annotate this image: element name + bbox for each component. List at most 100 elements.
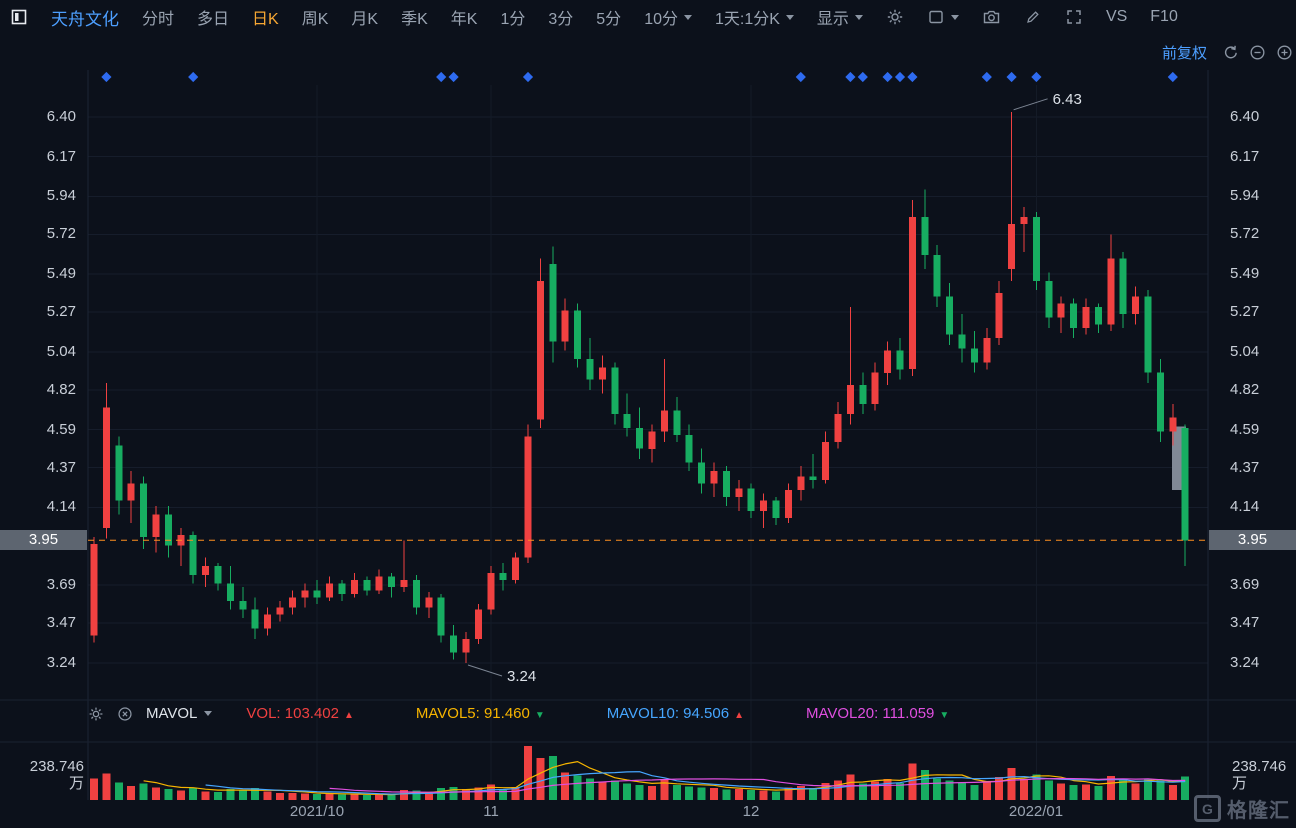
price-axis-label: 4.59	[1230, 421, 1260, 438]
price-axis-label: 5.04	[46, 343, 76, 360]
chevron-down-icon[interactable]	[204, 711, 213, 716]
time-axis: 2021/10 11 12 2022/01	[0, 803, 1296, 823]
indicator-close-icon[interactable]	[117, 706, 133, 722]
price-axis-label: 4.14	[46, 498, 76, 515]
stock-name[interactable]: 天舟文化	[51, 9, 119, 29]
toolbar-item-display-menu[interactable]: 显示	[817, 5, 863, 29]
time-axis-label: 12	[742, 803, 760, 820]
indicator-panel: MAVOL VOL: 103.402 ▲ MAVOL5: 91.460 ▼ MAVOL1…	[88, 705, 949, 722]
event-marker-icon[interactable]	[894, 71, 906, 83]
indicator-name[interactable]: MAVOL	[146, 705, 198, 722]
toolbar-item-minute[interactable]: 分时	[142, 11, 175, 28]
volume-axis-right: 238.746 万	[1232, 758, 1286, 792]
event-marker-icon[interactable]	[845, 71, 856, 83]
event-marker-icon[interactable]	[795, 71, 806, 83]
event-marker-icon[interactable]	[436, 71, 447, 83]
volume-max-label: 238.746	[1232, 758, 1287, 775]
price-axis-label: 3.47	[46, 614, 76, 631]
toolbar-item-daily-k[interactable]: 日K	[252, 11, 279, 28]
last-price-tag: 3.95	[0, 530, 87, 550]
gelonghui-logo-icon: G	[1194, 795, 1221, 822]
price-axis-label: 4.37	[1230, 459, 1260, 476]
gelonghui-watermark: G 格隆汇	[1194, 794, 1290, 823]
mavol10-line	[205, 771, 1186, 795]
toolbar-item-interval-combo[interactable]: 1天:1分K	[715, 5, 794, 29]
indicator-vol: VOL: 103.402 ▲	[246, 705, 354, 722]
price-axis-label: 3.24	[46, 654, 76, 671]
volume-axis-left: 238.746 万	[0, 758, 84, 792]
event-marker-icon[interactable]	[188, 71, 199, 83]
event-marker-icon[interactable]	[1031, 71, 1042, 83]
price-axis-label: 4.82	[1230, 381, 1260, 398]
arrow-up-icon: ▲	[734, 710, 744, 721]
settings-gear-icon[interactable]	[886, 8, 904, 26]
price-axis-label: 4.59	[46, 421, 76, 438]
toolbar-item-monthly-k[interactable]: 月K	[351, 11, 379, 28]
time-axis-label: 2021/10	[289, 803, 345, 820]
event-marker-icon[interactable]	[857, 71, 868, 83]
price-axis-label: 5.94	[46, 187, 76, 204]
arrow-down-icon: ▼	[939, 710, 950, 721]
price-axis-label: 3.69	[1230, 576, 1260, 593]
high-annotation: 6.43	[1053, 91, 1082, 108]
zoom-out-icon[interactable]	[1249, 44, 1266, 61]
low-annotation: 3.24	[507, 668, 536, 685]
mavol5-line	[143, 760, 1186, 796]
event-marker-icon[interactable]	[448, 71, 459, 83]
last-price-tag: 3.95	[1209, 530, 1296, 550]
price-axis-label: 5.04	[1230, 343, 1260, 360]
price-axis-label: 6.40	[1230, 108, 1260, 125]
mavol20-line	[329, 777, 1186, 793]
top-toolbar: 天舟文化 分时 多日 日K 周K 月K 季K 年K 1分 3分 5分 10分 1天:1分K 显示 VS …	[0, 0, 1296, 34]
camera-icon[interactable]	[982, 8, 1001, 26]
chevron-down-icon	[785, 14, 794, 20]
layout-icon[interactable]	[927, 8, 959, 26]
toolbar-item-10min[interactable]: 10分	[644, 5, 692, 29]
indicator-mavol5: MAVOL5: 91.460 ▼	[415, 705, 545, 722]
price-axis-label: 4.14	[1230, 498, 1260, 515]
app-logo-icon[interactable]	[10, 8, 28, 26]
indicator-mavol20: MAVOL20: 111.059 ▼	[805, 705, 950, 722]
event-marker-icon[interactable]	[981, 71, 992, 83]
price-axis-label: 5.49	[46, 265, 76, 282]
undo-icon[interactable]	[1222, 44, 1239, 61]
fullscreen-icon[interactable]	[1065, 8, 1083, 26]
vs-button[interactable]: VS	[1105, 8, 1128, 25]
event-marker-icon[interactable]	[522, 71, 534, 83]
price-axis-label: 4.37	[46, 459, 76, 476]
toolbar-item-weekly-k[interactable]: 周K	[301, 11, 329, 28]
adjust-mode-button[interactable]: 前复权	[1161, 45, 1207, 62]
time-axis-label: 11	[483, 803, 499, 820]
price-axis-label: 5.72	[46, 225, 76, 242]
arrow-up-icon: ▲	[343, 710, 354, 721]
event-marker-icon[interactable]	[882, 71, 893, 83]
zoom-in-icon[interactable]	[1276, 44, 1293, 61]
volume-max-label: 238.746	[29, 758, 84, 775]
volume-unit-label: 万	[68, 775, 84, 792]
indicator-mavol10: MAVOL10: 94.506 ▲	[606, 705, 744, 722]
price-axis-label: 3.24	[1230, 654, 1260, 671]
arrow-down-icon: ▼	[534, 710, 545, 721]
toolbar-item-3min[interactable]: 3分	[548, 11, 574, 28]
price-axis-label: 6.17	[46, 148, 76, 165]
f10-button[interactable]: F10	[1150, 8, 1178, 25]
indicator-settings-icon[interactable]	[88, 706, 104, 722]
price-axis-label: 5.27	[1230, 303, 1260, 320]
chart-controls: 前复权	[1162, 42, 1293, 63]
toolbar-item-yearly-k[interactable]: 年K	[450, 11, 478, 28]
event-marker-icon[interactable]	[907, 71, 918, 83]
event-marker-icon[interactable]	[101, 71, 112, 83]
indicator-legend: VOL: 103.402 ▲ MAVOL5: 91.460 ▼ MAVOL10: 94.…	[246, 705, 949, 722]
toolbar-item-5min[interactable]: 5分	[596, 11, 622, 28]
price-axis-label: 5.27	[46, 303, 76, 320]
toolbar-item-1min[interactable]: 1分	[500, 11, 526, 28]
event-marker-icon[interactable]	[1167, 71, 1178, 83]
price-axis-label: 6.17	[1230, 148, 1260, 165]
event-marker-icon[interactable]	[1006, 71, 1017, 83]
toolbar-item-quarterly-k[interactable]: 季K	[401, 11, 428, 28]
draw-pencil-icon[interactable]	[1024, 8, 1042, 26]
price-axis-label: 5.72	[1230, 225, 1260, 242]
toolbar-item-multi-day[interactable]: 多日	[197, 11, 230, 28]
